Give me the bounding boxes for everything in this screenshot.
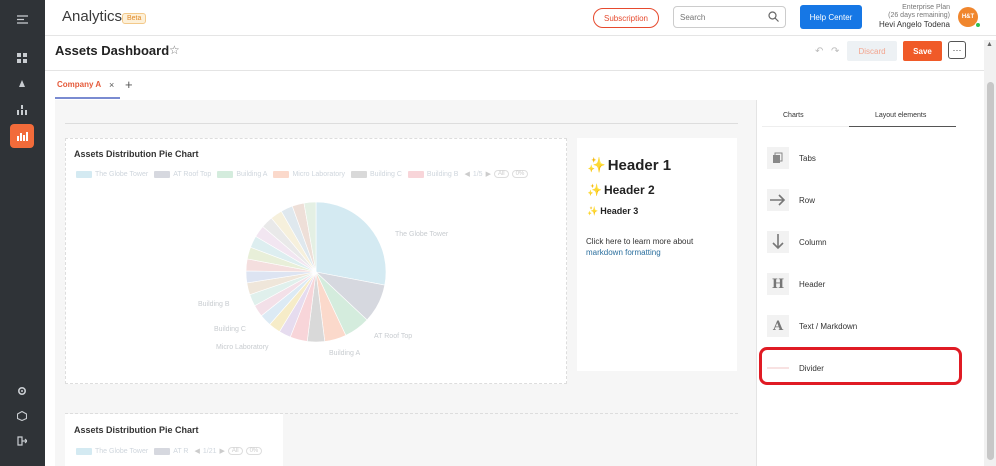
layout-element-column[interactable]: Column [767, 231, 827, 253]
markdown-link[interactable]: markdown formatting [586, 248, 661, 257]
user-name: Hevi Angelo Todena [878, 20, 950, 29]
app-title: Analytics [62, 8, 123, 25]
add-tab-button[interactable]: + [125, 77, 133, 92]
more-options-button[interactable]: ··· [948, 41, 966, 59]
layout-element-row[interactable]: Row [767, 189, 815, 211]
pie-label: Building A [329, 350, 361, 357]
legend-item[interactable]: Micro Laboratory [273, 170, 345, 178]
search-icon[interactable] [768, 11, 779, 22]
chart-title: Assets Distribution Pie Chart [74, 149, 199, 159]
legend-next-icon[interactable]: ▶ [219, 448, 225, 455]
scroll-up-icon[interactable]: ▲ [986, 41, 993, 48]
save-button[interactable]: Save [903, 41, 942, 61]
logout-icon[interactable] [10, 429, 34, 453]
markdown-text: Click here to learn more about markdown … [586, 237, 694, 257]
markdown-header-1: ✨ Header 1 [587, 157, 672, 174]
undo-icon[interactable]: ↶ [815, 46, 824, 57]
tab-charts[interactable]: Charts [783, 112, 804, 119]
search-box [673, 6, 786, 28]
page-title: Assets Dashboard [55, 43, 170, 58]
collapse-menu-icon[interactable] [10, 7, 34, 31]
hierarchy-icon[interactable] [10, 98, 34, 122]
legend-item[interactable]: AT Roof Top [154, 170, 211, 178]
chart-title: Assets Distribution Pie Chart [74, 425, 199, 435]
legend-pager: 1/21 [202, 447, 217, 455]
pie-label: The Globe Tower [395, 231, 449, 238]
avatar[interactable]: H&T [958, 7, 978, 27]
left-sidebar [0, 0, 45, 466]
layout-element-divider[interactable]: Divider [767, 357, 824, 379]
legend-item[interactable]: Building C [351, 170, 402, 178]
pie-label: AT Roof Top [374, 333, 413, 340]
analytics-icon[interactable] [10, 124, 34, 148]
scrollbar-thumb[interactable] [987, 82, 994, 460]
markdown-header-2: ✨ Header 2 [587, 183, 655, 197]
beta-badge: Beta [122, 13, 147, 24]
legend-item[interactable]: The Globe Tower [76, 447, 148, 455]
pie-slice[interactable] [315, 201, 387, 286]
legend-pager: 1/5 [472, 170, 483, 178]
chart-legend-2: The Globe Tower AT R ◀ 1/21 ▶ All 0% [76, 445, 263, 457]
divider [65, 413, 738, 414]
plan-remaining: (26 days remaining) [888, 12, 950, 19]
pie-label: Building B [198, 301, 230, 308]
tab-active-indicator [849, 126, 956, 127]
cube-icon[interactable] [10, 404, 34, 428]
legend-prev-icon[interactable]: ◀ [464, 171, 470, 178]
tab-close-icon[interactable]: × [109, 80, 115, 90]
subscription-button[interactable]: Subscription [593, 8, 659, 28]
search-input[interactable] [680, 7, 765, 27]
legend-pill-percent[interactable]: 0% [511, 170, 529, 178]
legend-prev-icon[interactable]: ◀ [194, 448, 200, 455]
rocket-icon[interactable] [10, 72, 34, 96]
top-header: Analytics Beta Subscription Help Center … [45, 0, 996, 36]
chart-legend: The Globe Tower AT Roof Top Building A M… [76, 168, 529, 180]
pie-chart [245, 201, 387, 343]
discard-button[interactable]: Discard [847, 41, 897, 61]
legend-next-icon[interactable]: ▶ [485, 171, 491, 178]
divider [45, 70, 996, 71]
tab-layout-elements[interactable]: Layout elements [875, 112, 927, 119]
tabs-icon [767, 147, 789, 169]
highlight-box [759, 347, 962, 385]
arrow-right-icon [767, 189, 789, 211]
markdown-header-3: ✨ Header 3 [587, 206, 639, 216]
sparkles-icon: ✨ [587, 157, 606, 174]
favorite-star-icon[interactable]: ☆ [169, 43, 180, 57]
right-panel [756, 100, 974, 466]
tab-company-a[interactable]: Company A [57, 80, 102, 89]
legend-item[interactable]: The Globe Tower [76, 170, 148, 178]
settings-gear-icon[interactable] [10, 379, 34, 403]
legend-pill-percent[interactable]: 0% [245, 447, 263, 455]
layout-element-tabs[interactable]: Tabs [767, 147, 816, 169]
arrow-down-icon [767, 231, 789, 253]
redo-icon[interactable]: ↷ [831, 46, 840, 57]
divider-icon [767, 357, 789, 379]
legend-item[interactable]: Building B [407, 170, 458, 178]
sparkles-icon: ✨ [587, 183, 602, 197]
header-icon: H [767, 273, 789, 295]
text-icon: A [767, 315, 789, 337]
layout-element-header[interactable]: H Header [767, 273, 825, 295]
dashboard-grid-icon[interactable] [10, 46, 34, 70]
online-status-dot [975, 22, 981, 28]
pie-label: Micro Laboratory [216, 344, 269, 351]
pie-slice[interactable] [303, 201, 317, 273]
legend-item[interactable]: Building A [217, 170, 267, 178]
legend-pill-all[interactable]: All [227, 447, 243, 455]
tab-active-indicator [55, 97, 120, 99]
markdown-card[interactable] [577, 138, 737, 371]
pie-label: Building C [214, 326, 246, 333]
divider [65, 123, 738, 124]
sparkles-icon: ✨ [587, 206, 599, 216]
plan-name: Enterprise Plan [902, 4, 950, 11]
plan-info: Enterprise Plan (26 days remaining) Hevi… [870, 4, 950, 29]
legend-item[interactable]: AT R [154, 447, 189, 455]
help-center-button[interactable]: Help Center [800, 5, 862, 29]
legend-pill-all[interactable]: All [493, 170, 509, 178]
layout-element-text-markdown[interactable]: A Text / Markdown [767, 315, 857, 337]
pie-chart-card-2[interactable] [65, 414, 283, 466]
